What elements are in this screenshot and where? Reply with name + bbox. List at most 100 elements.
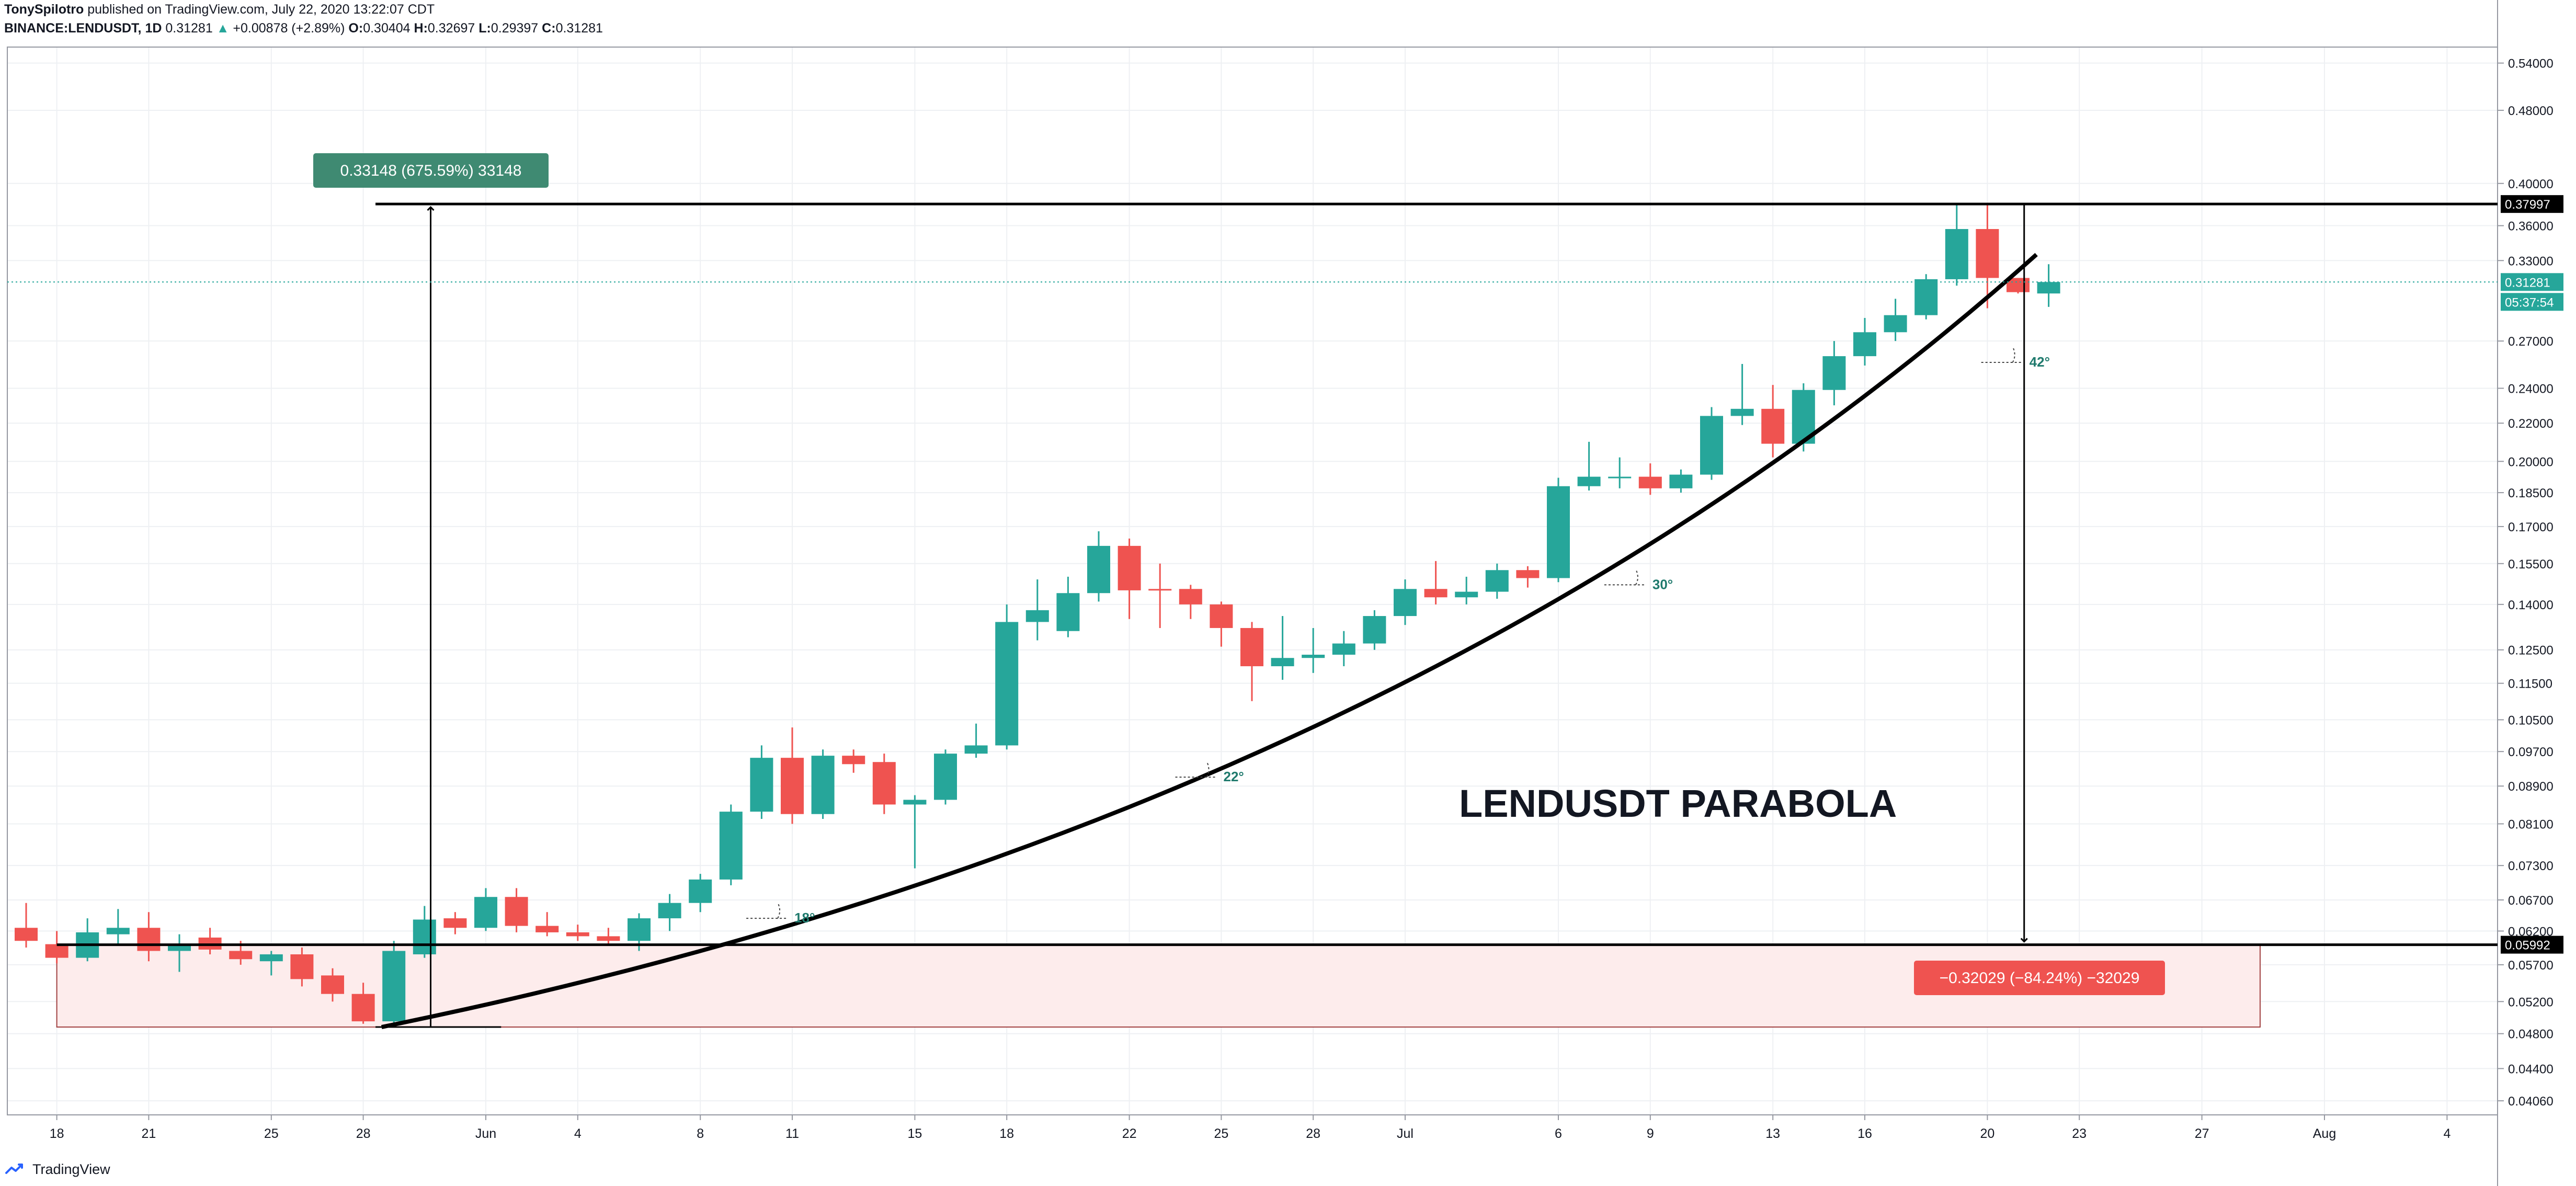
x-tick-label: 4 (2443, 1126, 2450, 1141)
y-tick-label: 0.05200 (2508, 995, 2554, 1009)
candle-body (628, 918, 651, 941)
x-tick-label: 9 (1647, 1126, 1654, 1141)
candle-body (1976, 229, 1999, 278)
y-tick-label: 0.08100 (2508, 817, 2554, 831)
candle-body (750, 758, 773, 812)
candle-body (1485, 570, 1509, 592)
x-tick-label: Jun (475, 1126, 496, 1141)
x-tick-label: 25 (264, 1126, 279, 1141)
x-tick-label: Aug (2313, 1126, 2336, 1141)
y-tick-label: 0.11500 (2508, 677, 2552, 691)
candle-body (1210, 604, 1233, 628)
author-name[interactable]: TonySpilotro (4, 2, 84, 17)
x-tick-label: Jul (1397, 1126, 1414, 1141)
high-value: 0.32697 (427, 21, 475, 36)
open-label: O: (348, 21, 363, 36)
parabola-curve (381, 253, 2038, 1029)
candle-body (137, 928, 161, 951)
candle-body (382, 951, 406, 1022)
candle-body (1302, 654, 1325, 658)
angle-marker (1981, 346, 2023, 363)
x-tick-label: 28 (356, 1126, 371, 1141)
candle-body (413, 919, 436, 954)
candle-body (1179, 589, 1202, 605)
y-tick-label: 0.33000 (2508, 254, 2554, 268)
angle-marker (746, 902, 789, 919)
x-tick-label: 28 (1306, 1126, 1320, 1141)
angle-label: 22° (1224, 769, 1244, 784)
candle-body (1025, 610, 1049, 622)
candle-body (1087, 545, 1110, 594)
y-tick-label: 0.07300 (2508, 859, 2554, 873)
countdown-tag-box (2501, 293, 2563, 311)
x-tick-label: 27 (2195, 1126, 2209, 1141)
low-label: L: (478, 21, 491, 36)
y-tick-label: 0.05700 (2508, 959, 2554, 973)
y-tick-label: 0.18500 (2508, 486, 2554, 500)
x-tick-label: 6 (1555, 1126, 1562, 1141)
candle-body (229, 951, 253, 960)
candle-body (535, 926, 559, 932)
y-tick-label: 0.27000 (2508, 335, 2554, 349)
open-value: 0.30404 (363, 21, 411, 36)
candle-body (1853, 332, 1876, 357)
x-tick-label: 23 (2072, 1126, 2087, 1141)
y-tick-label: 0.04400 (2508, 1062, 2554, 1076)
candle-body (1761, 408, 1785, 444)
candle-body (1271, 658, 1294, 667)
footer: TradingView (4, 1158, 110, 1181)
x-tick-label: 4 (574, 1126, 582, 1141)
last-price: 0.31281 (165, 21, 213, 36)
angle-marker (1604, 568, 1646, 586)
candle-body (872, 762, 896, 805)
candle-body (811, 756, 835, 814)
candle-body (1056, 593, 1080, 631)
x-tick-label: 8 (697, 1126, 704, 1141)
candle-body (1240, 628, 1263, 667)
candle-body (259, 954, 283, 962)
candle-body (1577, 476, 1601, 486)
x-tick-label: 20 (1980, 1126, 1994, 1141)
candle-body (1516, 570, 1540, 578)
candle-body (2037, 282, 2060, 294)
candle-body (658, 903, 681, 919)
x-tick-label: 13 (1765, 1126, 1780, 1141)
change-up-icon: ▲ (216, 21, 230, 36)
y-tick-label: 0.20000 (2508, 455, 2554, 469)
x-tick-label: 18 (50, 1126, 64, 1141)
y-tick-label: 0.09700 (2508, 745, 2554, 759)
y-tick-label: 0.22000 (2508, 417, 2554, 431)
candle-body (1914, 279, 1938, 315)
symbol-legend: BINANCE:LENDUSDT, 1D 0.31281 ▲ +0.00878 … (4, 21, 603, 36)
countdown-tag: 05:37:54 (2505, 295, 2554, 310)
candle-body (995, 622, 1019, 746)
y-tick-label: 0.04800 (2508, 1028, 2554, 1042)
x-tick-label: 22 (1122, 1126, 1137, 1141)
last-price-tag-box (2501, 273, 2563, 291)
candle-body (566, 932, 589, 937)
y-tick-label: 0.40000 (2508, 177, 2554, 191)
x-tick-label: 18 (999, 1126, 1014, 1141)
high-price-tag-box (2501, 195, 2563, 213)
close-label: C: (542, 21, 556, 36)
measure-up-label-box (313, 153, 549, 188)
candle-body (106, 928, 130, 934)
candle-body (290, 954, 314, 979)
footer-brand[interactable]: TradingView (32, 1161, 110, 1177)
low-value: 0.29397 (491, 21, 539, 36)
candle-body (1455, 591, 1478, 598)
tradingview-logo-icon[interactable] (4, 1161, 27, 1177)
candle-body (1730, 408, 1754, 416)
close-value: 0.31281 (555, 21, 603, 36)
y-tick-label: 0.04060 (2508, 1094, 2554, 1109)
y-tick-label: 0.17000 (2508, 520, 2554, 534)
low-price-tag: 0.05992 (2505, 939, 2550, 953)
y-tick-label: 0.08900 (2508, 780, 2554, 794)
candle-body (1608, 476, 1632, 478)
candle-body (15, 928, 38, 941)
candle-body (1884, 315, 1907, 333)
symbol-name[interactable]: BINANCE:LENDUSDT, 1D (4, 21, 162, 36)
price-change: +0.00878 (+2.89%) (233, 21, 345, 36)
angle-label: 30° (1652, 576, 1673, 592)
